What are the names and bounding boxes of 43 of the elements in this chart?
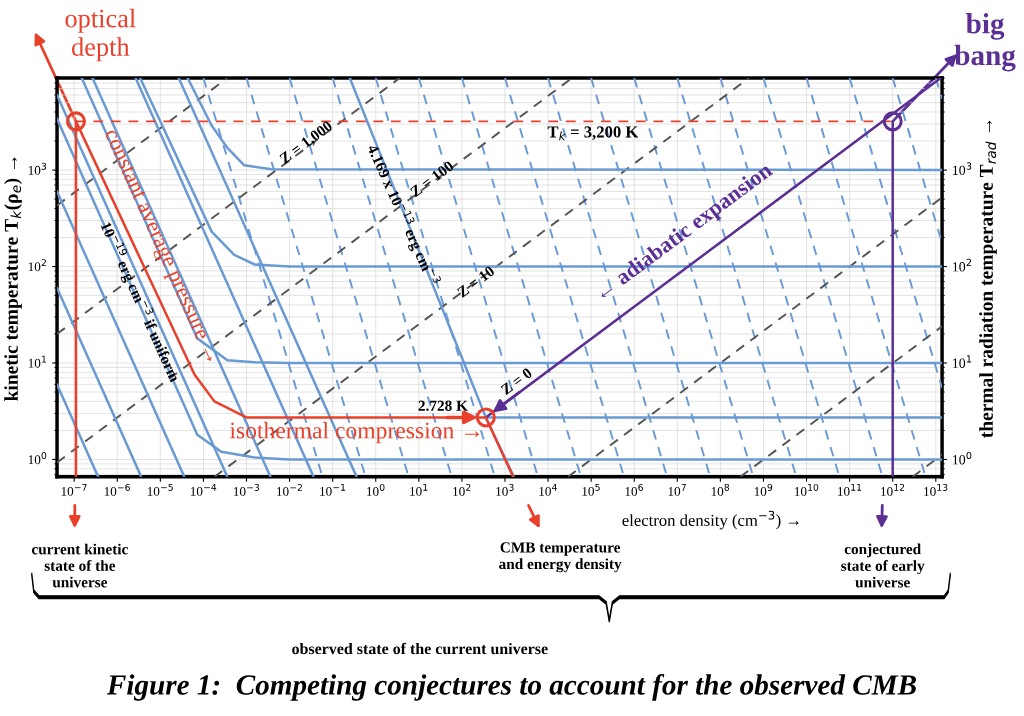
annotation: Z = 100 [409, 160, 455, 198]
x-tick-label: 10$^{2}$ [453, 483, 471, 496]
x-tick-label: 10$^{−7}$ [61, 483, 87, 496]
x-tick-label: 10$^{4}$ [539, 483, 557, 496]
x-tick-label: 10$^{−1}$ [320, 483, 346, 496]
x-tick-label: 10$^{13}$ [924, 483, 948, 496]
text: 10$^{3}$ [28, 162, 47, 175]
x-tick-label: 10$^{12}$ [881, 483, 905, 496]
x-tick-label: 10$^{9}$ [754, 483, 773, 496]
y-tick-label: 10$^{2}$ [953, 258, 972, 272]
text: observed state of the current universe [292, 642, 548, 655]
y-tick-label: 10$^{0}$ [953, 451, 972, 465]
text: big bang [954, 13, 1016, 72]
x-tick-label: 10$^{3}$ [496, 483, 514, 496]
text: optical depth [65, 8, 136, 62]
annotation: Z = 0 [500, 367, 533, 396]
text: conjectured state of early universe [841, 543, 925, 588]
text: 10$^{1}$ [28, 355, 46, 368]
x-tick-label: 10$^{0}$ [367, 483, 385, 496]
x-tick-label: 10$^{7}$ [668, 483, 686, 496]
annotation: Z = 10 [456, 265, 496, 298]
text: 10$^{0}$ [28, 452, 47, 465]
y-axis-title: kinetic temperature T$_{k}$(ρ$_{e}$) → [4, 157, 22, 401]
x-tick-label: 10$^{−2}$ [277, 483, 302, 496]
x-tick-label: 10$^{−3}$ [234, 483, 260, 496]
x-tick-label: 10$^{5}$ [582, 483, 600, 496]
x-tick-label: 10$^{8}$ [711, 483, 730, 496]
x-tick-label: 10$^{10}$ [794, 483, 819, 496]
annotation: 2.728 K [418, 400, 468, 411]
y2-axis-title: thermal radiation temperature T$_{rad}$ → [979, 120, 997, 438]
x-tick-label: 10$^{11}$ [838, 483, 862, 496]
y-tick-label: 10$^{3}$ [953, 162, 972, 176]
x-tick-label: 10$^{1}$ [410, 483, 428, 496]
text: CMB temperature and energy density [499, 542, 622, 573]
x-tick-label: 10$^{−6}$ [104, 483, 130, 496]
text: 10$^{2}$ [28, 259, 46, 272]
x-tick-label: 10$^{−5}$ [147, 483, 173, 496]
y-tick-label: 10$^{1}$ [953, 355, 972, 368]
x-tick-label: 10$^{−4}$ [190, 483, 217, 496]
text: current kinetic state of the universe [31, 543, 128, 588]
x-axis-title: electron density (cm$^{−3}$) → [622, 510, 799, 530]
x-tick-label: 10$^{6}$ [625, 483, 644, 496]
text: Figure 1: Competing conjectures to account for the observed CMB [106, 673, 916, 701]
